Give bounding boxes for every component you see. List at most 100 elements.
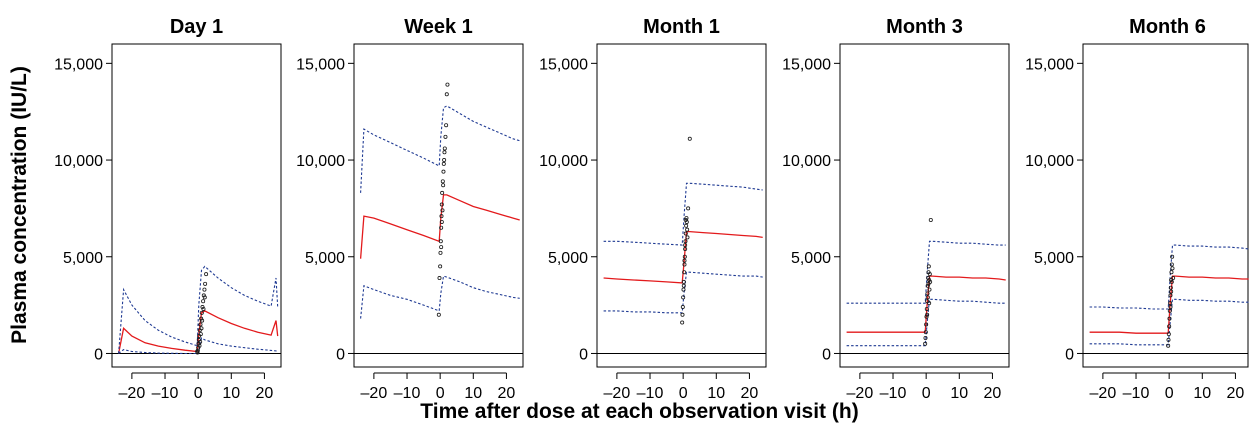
observation-point	[198, 339, 203, 344]
x-tick-label: 20	[498, 385, 516, 400]
y-tick-label: 15,000	[54, 56, 103, 73]
x-tick-label: –10	[1123, 385, 1150, 400]
series-median-line	[846, 275, 1006, 333]
observation-point	[927, 301, 932, 306]
series-lower-line	[360, 275, 520, 319]
observation-point	[200, 318, 205, 323]
observation-point	[923, 335, 928, 340]
observation-point	[444, 92, 449, 97]
x-tick-label: –10	[394, 385, 421, 400]
x-tick-label: 0	[922, 385, 931, 400]
panel-frame	[353, 43, 524, 368]
observation-point	[201, 293, 206, 298]
observation-point	[438, 264, 443, 269]
y-tick-label: 5,000	[63, 250, 103, 267]
x-tick-label: 0	[194, 385, 203, 400]
observation-point	[925, 295, 930, 300]
observation-point	[925, 283, 930, 288]
observation-point	[927, 277, 932, 282]
observation-point	[439, 214, 444, 219]
panel-3: Month 1 0 5,000 10,000 15,000 –20 –10 0 10 20	[539, 16, 767, 402]
observation-point	[200, 305, 205, 310]
y-tick-label: 10,000	[782, 153, 831, 170]
observation-point	[203, 281, 208, 286]
observation-point	[927, 272, 932, 277]
x-tick-label: –10	[152, 385, 179, 400]
observation-point	[442, 146, 447, 151]
observation-point	[201, 306, 206, 311]
y-tick-label: 10,000	[296, 153, 345, 170]
y-tick-label: 10,000	[1025, 153, 1074, 170]
x-tick-label: –20	[361, 385, 388, 400]
observation-point	[438, 239, 443, 244]
observation-point	[684, 216, 689, 221]
y-tick-label: 10,000	[539, 153, 588, 170]
observation-point	[681, 287, 686, 292]
observation-point	[204, 272, 209, 277]
y-tick-label: 5,000	[1034, 250, 1074, 267]
x-tick-label: 20	[1227, 385, 1245, 400]
panel-frame	[596, 43, 767, 368]
observation-point	[684, 219, 689, 224]
series-lower-line	[603, 271, 763, 314]
observation-point	[682, 258, 687, 263]
observation-point	[1168, 285, 1173, 290]
x-axis-label: Time after dose at each observation visi…	[420, 400, 859, 423]
observation-point	[923, 341, 928, 346]
y-axis-label-text: Plasma concentration (IU/L)	[8, 66, 31, 344]
observation-point	[685, 235, 690, 240]
series-upper-line	[360, 105, 520, 193]
x-tick-label: –20	[847, 385, 874, 400]
observation-point	[444, 123, 449, 128]
x-tick-label: 10	[950, 385, 968, 400]
panel-title: Day 1	[170, 16, 223, 38]
observation-point	[927, 287, 932, 292]
observation-point	[443, 134, 448, 139]
observation-point	[683, 243, 688, 248]
observation-point	[202, 287, 207, 292]
observation-point	[198, 322, 203, 327]
panel-data	[359, 82, 520, 319]
panel-frame	[839, 43, 1010, 368]
observation-point	[681, 295, 686, 300]
observation-point	[686, 206, 691, 211]
panel-title: Week 1	[404, 16, 473, 38]
observation-point	[439, 225, 444, 230]
observation-point	[202, 295, 207, 300]
observation-point	[442, 150, 447, 155]
observation-point	[923, 330, 928, 335]
y-tick-label: 10,000	[54, 153, 103, 170]
observation-point	[925, 312, 930, 317]
series-upper-line	[846, 240, 1006, 304]
panel-data	[117, 265, 279, 355]
observation-point	[682, 254, 687, 259]
y-tick-label: 15,000	[296, 56, 345, 73]
y-tick-label: 15,000	[782, 56, 831, 73]
series-upper-line	[603, 182, 763, 246]
observation-point	[441, 183, 446, 188]
observation-point	[198, 332, 203, 337]
x-tick-label: 10	[1193, 385, 1211, 400]
y-tick-label: 15,000	[539, 56, 588, 73]
observation-point	[437, 276, 442, 281]
panel-title: Month 3	[886, 16, 963, 38]
x-tick-label: –20	[604, 385, 631, 400]
observation-point	[684, 223, 689, 228]
observation-point	[680, 312, 685, 317]
panel-5: Month 6 0 5,000 10,000 15,000 –20 –10 0 10 20	[1025, 16, 1249, 402]
x-tick-label: 10	[464, 385, 482, 400]
observation-point	[441, 169, 446, 174]
observation-point	[201, 299, 206, 304]
observation-point	[1168, 305, 1173, 310]
observation-point	[1166, 332, 1171, 337]
y-tick-label: 0	[336, 346, 345, 363]
panel-2: Week 1 0 5,000 10,000 15,000 –20 –10 0 10 20	[296, 16, 524, 402]
observation-point	[926, 281, 931, 286]
observation-point	[683, 247, 688, 252]
x-tick-label: 20	[984, 385, 1002, 400]
observation-point	[1170, 254, 1175, 259]
y-tick-label: 5,000	[791, 250, 831, 267]
observation-point	[440, 190, 445, 195]
observation-point	[928, 218, 933, 223]
